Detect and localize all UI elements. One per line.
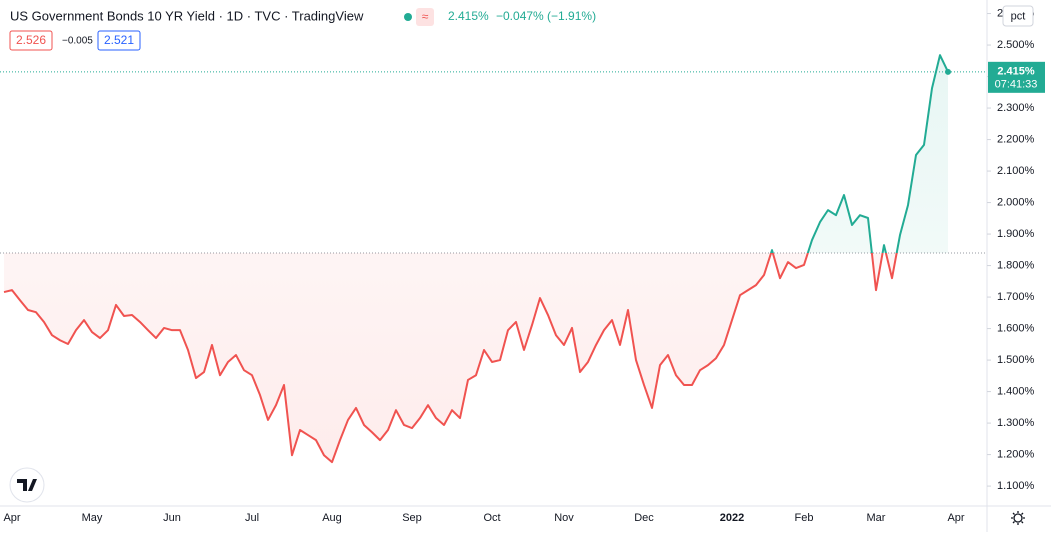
ask: 2.521 — [104, 33, 134, 47]
x-tick-label: Mar — [867, 512, 886, 524]
last-point — [945, 68, 951, 75]
last-price: 2.415% — [997, 66, 1035, 78]
y-tick-label: 2.200% — [997, 133, 1035, 145]
last-price-box — [988, 61, 1045, 93]
x-tick-label: Feb — [795, 512, 814, 524]
bid-box[interactable] — [9, 30, 53, 51]
y-tick-label: 1.200% — [997, 449, 1035, 461]
chart-title: US Government Bonds 10 YR Yield · 1D · T… — [10, 8, 364, 23]
x-tick-label: Jun — [163, 512, 181, 524]
unit-label: pct — [1011, 10, 1026, 22]
x-tick-label: Apr — [3, 512, 20, 524]
delay-badge[interactable] — [416, 8, 434, 26]
x-tick-label: Dec — [634, 512, 654, 524]
y-tick-label: 1.800% — [997, 259, 1035, 271]
y-tick-label: 1.500% — [997, 354, 1035, 366]
plot-area — [0, 54, 985, 464]
x-tick-label: Jul — [245, 512, 259, 524]
ask-box[interactable] — [97, 30, 141, 51]
x-tick-label: Aug — [322, 512, 342, 524]
change: −0.047% (−1.91%) — [496, 9, 596, 23]
quote: 2.415% — [448, 9, 489, 23]
y-tick-label: 1.300% — [997, 417, 1035, 429]
y-tick-label: 1.600% — [997, 322, 1035, 334]
settings-icon[interactable] — [1011, 511, 1025, 525]
line — [3, 54, 949, 464]
bid: 2.526 — [16, 33, 46, 47]
x-tick-label: Sep — [402, 512, 422, 524]
y-tick-label: 2.100% — [997, 165, 1035, 177]
delay-icon: ≈ — [422, 10, 429, 24]
unit-button[interactable] — [1002, 5, 1034, 27]
y-tick-label: 1.900% — [997, 228, 1035, 240]
x-axis: Apr May Jun Jul Aug Sep Oct Nov Dec 2022 Feb Mar Apr — [3, 512, 964, 524]
x-tick-label: May — [82, 512, 103, 524]
status-dot — [404, 13, 412, 21]
x-tick-label: Apr — [947, 512, 964, 524]
x-tick-label: 2022 — [720, 512, 744, 524]
y-tick-label: 1.400% — [997, 385, 1035, 397]
x-tick-label: Nov — [554, 512, 574, 524]
y-tick-label: 2.000% — [997, 196, 1035, 208]
y-tick-label: 1.100% — [997, 480, 1035, 492]
y-tick-label: 1.700% — [997, 291, 1035, 303]
last-price-label: 2.415% 07:41:33 — [988, 61, 1045, 93]
x-tick-label: Oct — [483, 512, 500, 524]
y-tick-label: 2.300% — [997, 102, 1035, 114]
countdown: 07:41:33 — [995, 79, 1038, 91]
spread: −0.005 — [62, 36, 93, 47]
logo[interactable] — [9, 467, 45, 503]
y-tick-label: 2.500% — [997, 39, 1035, 51]
